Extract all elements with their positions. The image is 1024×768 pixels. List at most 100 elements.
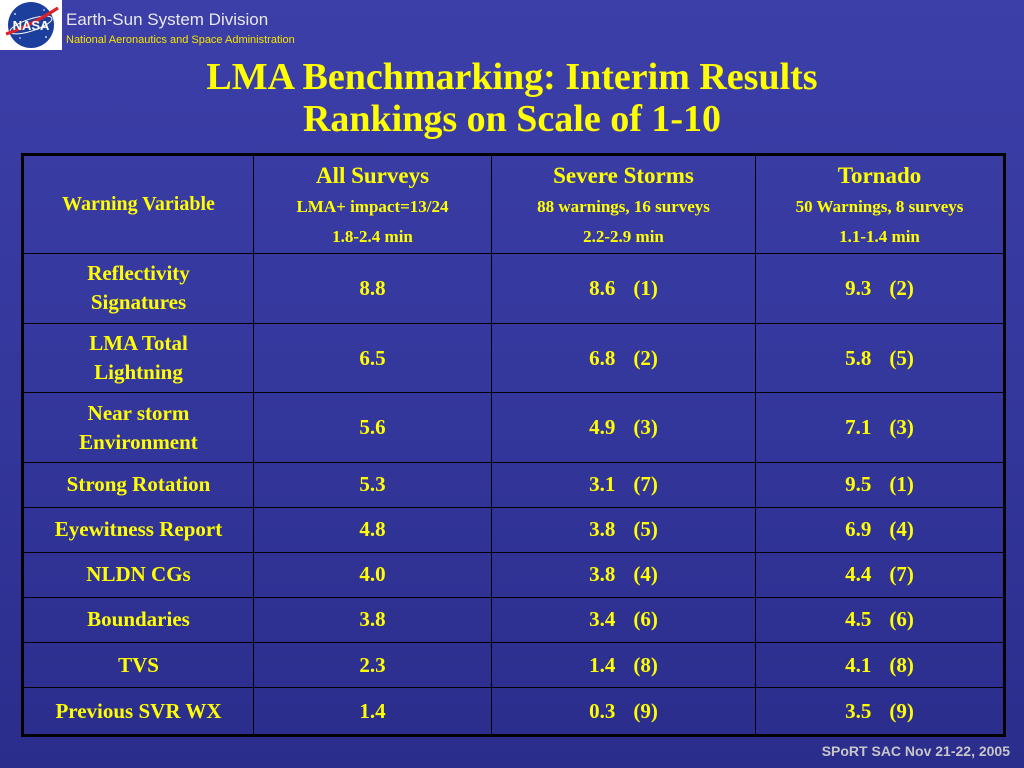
tornado-rank: (8) bbox=[889, 652, 914, 677]
severe-value: 3.8 bbox=[589, 562, 616, 587]
variable-cell: NLDN CGs bbox=[22, 552, 254, 598]
title-line-2: Rankings on Scale of 1-10 bbox=[302, 98, 722, 140]
tornado-value: 4.5 bbox=[845, 607, 872, 632]
severe-value: 0.3 bbox=[589, 698, 616, 723]
severe-storms-cell: 3.4 (6) bbox=[491, 596, 756, 644]
severe-storms-cell: 6.8 (2) bbox=[491, 322, 756, 394]
tornado-value: 5.8 bbox=[845, 345, 872, 370]
benchmark-table: Warning Variable All Surveys LMA+ impact… bbox=[21, 153, 1006, 737]
tornado-rank: (5) bbox=[889, 345, 914, 370]
all-surveys-value: 1.4 bbox=[253, 687, 492, 736]
severe-value: 1.4 bbox=[589, 652, 616, 677]
severe-value: 6.8 bbox=[589, 345, 616, 370]
column-subtitle: 1.1-1.4 min bbox=[839, 226, 920, 246]
tornado-value: 9.5 bbox=[845, 472, 872, 497]
severe-rank: (1) bbox=[633, 275, 658, 300]
column-header-severe-storms: Severe Storms 88 warnings, 16 surveys 2.… bbox=[491, 153, 756, 255]
variable-cell: Near storm Environment bbox=[22, 392, 254, 464]
table-row: Near storm Environment 5.6 4.9 (3) 7.1 (3) bbox=[22, 392, 1005, 464]
table-header-row: Warning Variable All Surveys LMA+ impact… bbox=[22, 153, 1005, 255]
severe-storms-cell: 4.9 (3) bbox=[491, 392, 756, 464]
org-name: Earth-Sun System Division bbox=[66, 10, 269, 29]
org-header: Earth-Sun System Division National Aeron… bbox=[66, 10, 295, 47]
table-row: Strong Rotation 5.3 3.1 (7) 9.5 (1) bbox=[22, 462, 1005, 508]
variable-label: Environment bbox=[79, 429, 198, 454]
tornado-value: 6.9 bbox=[845, 517, 872, 542]
all-surveys-value: 8.8 bbox=[253, 253, 492, 324]
table-row: NLDN CGs 4.0 3.8 (4) 4.4 (7) bbox=[22, 552, 1005, 598]
column-title: All Surveys bbox=[315, 162, 430, 188]
severe-rank: (7) bbox=[633, 472, 658, 497]
table-row: Previous SVR WX 1.4 0.3 (9) 3.5 (9) bbox=[22, 687, 1005, 736]
title-line-1: LMA Benchmarking: Interim Results bbox=[206, 56, 818, 98]
severe-value: 3.8 bbox=[589, 517, 616, 542]
column-subtitle: 50 Warnings, 8 surveys bbox=[795, 196, 964, 216]
column-title: Severe Storms bbox=[553, 162, 694, 188]
table-row: TVS 2.3 1.4 (8) 4.1 (8) bbox=[22, 642, 1005, 689]
tornado-cell: 4.1 (8) bbox=[755, 642, 1005, 689]
severe-rank: (6) bbox=[633, 607, 658, 632]
variable-label: Near storm bbox=[87, 400, 190, 425]
tornado-value: 9.3 bbox=[845, 275, 872, 300]
tornado-rank: (7) bbox=[889, 562, 914, 587]
severe-storms-cell: 3.1 (7) bbox=[491, 462, 756, 508]
tornado-rank: (3) bbox=[889, 415, 914, 440]
variable-label: Lightning bbox=[94, 360, 183, 385]
nasa-logo-text: NASA bbox=[13, 18, 50, 33]
tornado-cell: 9.3 (2) bbox=[755, 253, 1005, 324]
column-header-all-surveys: All Surveys LMA+ impact=13/24 1.8-2.4 mi… bbox=[253, 153, 492, 255]
column-title: Tornado bbox=[837, 162, 922, 188]
all-surveys-value: 2.3 bbox=[253, 642, 492, 689]
table-row: Reflectivity Signatures 8.8 8.6 (1) 9.3 (2… bbox=[22, 253, 1005, 324]
variable-cell: Strong Rotation bbox=[22, 462, 254, 508]
severe-storms-cell: 3.8 (4) bbox=[491, 552, 756, 598]
variable-label: Signatures bbox=[90, 290, 187, 315]
tornado-cell: 6.9 (4) bbox=[755, 506, 1005, 554]
tornado-rank: (9) bbox=[889, 698, 914, 723]
severe-rank: (4) bbox=[633, 562, 658, 587]
severe-storms-cell: 8.6 (1) bbox=[491, 253, 756, 324]
nasa-meatball-icon: NASA bbox=[5, 2, 59, 48]
severe-rank: (2) bbox=[633, 345, 658, 370]
severe-rank: (9) bbox=[633, 698, 658, 723]
all-surveys-value: 6.5 bbox=[253, 322, 492, 394]
tornado-cell: 9.5 (1) bbox=[755, 462, 1005, 508]
table-row: Eyewitness Report 4.8 3.8 (5) 6.9 (4) bbox=[22, 506, 1005, 554]
tornado-rank: (2) bbox=[889, 275, 914, 300]
all-surveys-value: 3.8 bbox=[253, 596, 492, 644]
warning-variable-header: Warning Variable bbox=[22, 153, 254, 255]
variable-cell: LMA Total Lightning bbox=[22, 322, 254, 394]
variable-cell: Reflectivity Signatures bbox=[22, 253, 254, 324]
severe-value: 3.4 bbox=[589, 607, 616, 632]
tornado-cell: 3.5 (9) bbox=[755, 687, 1005, 736]
severe-value: 3.1 bbox=[589, 472, 616, 497]
severe-rank: (3) bbox=[633, 415, 658, 440]
tornado-rank: (6) bbox=[889, 607, 914, 632]
severe-rank: (8) bbox=[633, 652, 658, 677]
severe-storms-cell: 1.4 (8) bbox=[491, 642, 756, 689]
tornado-cell: 4.5 (6) bbox=[755, 596, 1005, 644]
tornado-value: 4.1 bbox=[845, 652, 872, 677]
variable-cell: Boundaries bbox=[22, 596, 254, 644]
variable-cell: Previous SVR WX bbox=[22, 687, 254, 736]
variable-cell: Eyewitness Report bbox=[22, 506, 254, 554]
all-surveys-value: 5.6 bbox=[253, 392, 492, 464]
all-surveys-value: 4.0 bbox=[253, 552, 492, 598]
column-header-tornado: Tornado 50 Warnings, 8 surveys 1.1-1.4 m… bbox=[755, 153, 1005, 255]
severe-value: 4.9 bbox=[589, 415, 616, 440]
org-subtitle: National Aeronautics and Space Administr… bbox=[66, 34, 295, 46]
tornado-cell: 4.4 (7) bbox=[755, 552, 1005, 598]
tornado-rank: (1) bbox=[889, 472, 914, 497]
tornado-value: 3.5 bbox=[845, 698, 872, 723]
column-subtitle: LMA+ impact=13/24 bbox=[296, 196, 449, 216]
table-row: Boundaries 3.8 3.4 (6) 4.5 (6) bbox=[22, 596, 1005, 644]
severe-storms-cell: 3.8 (5) bbox=[491, 506, 756, 554]
all-surveys-value: 4.8 bbox=[253, 506, 492, 554]
tornado-rank: (4) bbox=[889, 517, 914, 542]
column-subtitle: 88 warnings, 16 surveys bbox=[537, 196, 710, 216]
severe-storms-cell: 0.3 (9) bbox=[491, 687, 756, 736]
all-surveys-value: 5.3 bbox=[253, 462, 492, 508]
table-row: LMA Total Lightning 6.5 6.8 (2) 5.8 (5) bbox=[22, 322, 1005, 394]
slide-title: LMA Benchmarking: Interim Results Rankin… bbox=[0, 56, 1024, 140]
column-subtitle: 2.2-2.9 min bbox=[583, 226, 664, 246]
